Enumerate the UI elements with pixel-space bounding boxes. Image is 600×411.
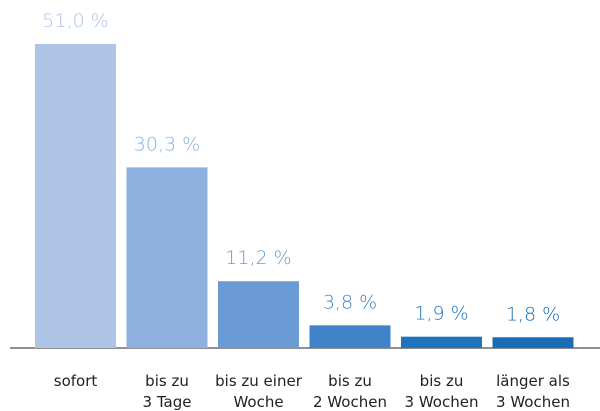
value-label: 3,8 % [323,291,377,313]
bar [126,167,208,348]
x-tick-label: bis zu 2 Wochen [313,372,387,411]
value-label: 1,8 % [506,303,560,325]
bar [218,281,299,348]
x-tick-label: länger als 3 Wochen [496,372,570,411]
value-label: 11,2 % [225,247,291,269]
bar [492,337,574,348]
bar [401,336,482,348]
x-tick-label: bis zu 3 Tage [143,372,192,411]
x-tick-label: sofort [54,372,98,390]
x-tick-label: bis zu 3 Wochen [405,372,479,411]
value-label: 51,0 % [42,10,108,32]
bar [309,325,391,348]
value-label: 30,3 % [134,133,200,155]
x-tick-label: bis zu einer Woche [215,372,303,411]
value-label: 1,9 % [414,303,468,325]
bar [35,44,116,348]
